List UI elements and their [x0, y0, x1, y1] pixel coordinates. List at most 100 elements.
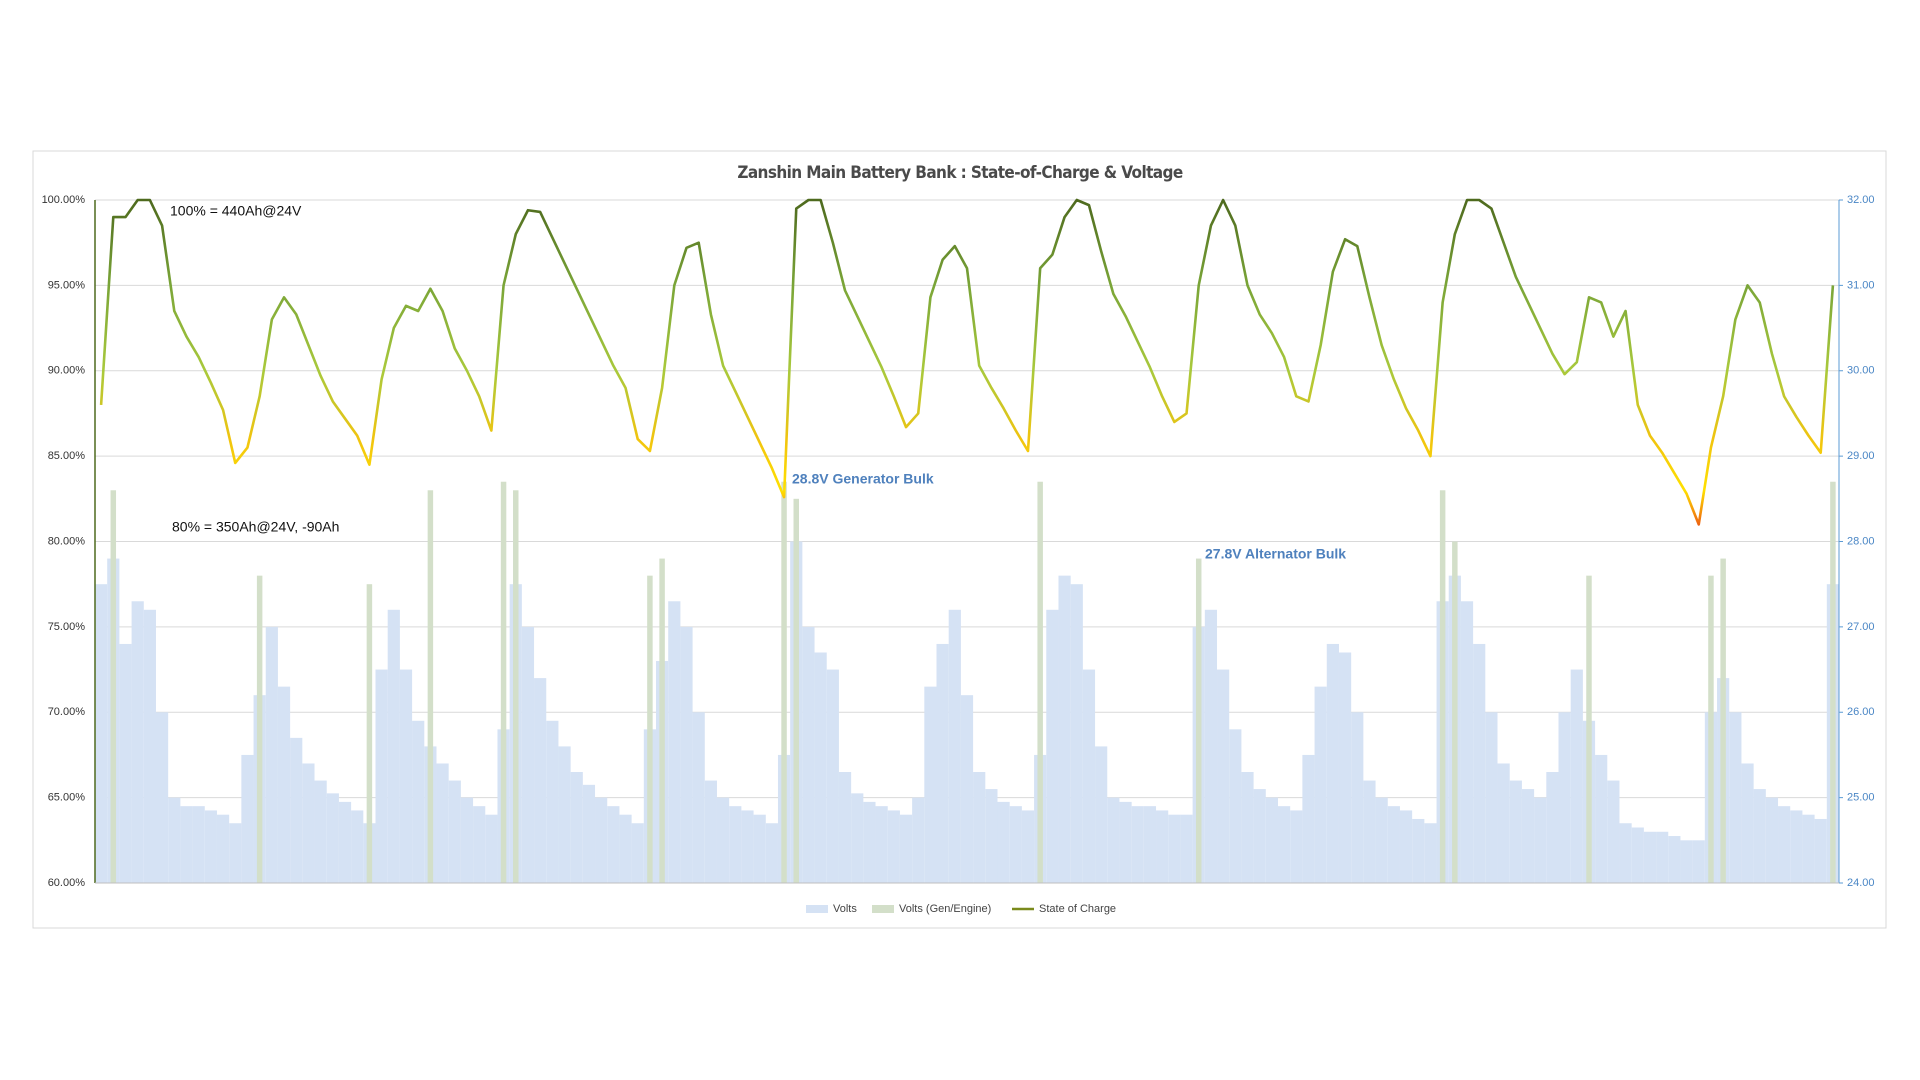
volts-bar [95, 584, 108, 883]
volts-bar [1326, 643, 1339, 883]
annotation: 100% = 440Ah@24V [170, 203, 302, 219]
gen-volts-bar [513, 490, 519, 883]
volts-bar [1558, 712, 1571, 883]
volts-bar [448, 780, 461, 883]
volts-bar [460, 797, 474, 883]
volts-bar [1790, 810, 1803, 883]
volts-bar [558, 746, 571, 883]
volts-bar [1741, 763, 1754, 883]
gen-volts-bar [1586, 575, 1592, 883]
volts-bar [1143, 806, 1157, 883]
volts-bar [1387, 806, 1400, 883]
legend-swatch [872, 905, 894, 913]
volts-bar [326, 793, 339, 883]
volts-bar [899, 814, 913, 883]
volts-bar [1095, 746, 1108, 883]
volts-bar [1217, 669, 1230, 883]
volts-bar [924, 686, 937, 883]
volts-bar [1119, 801, 1132, 883]
volts-bar [1509, 780, 1522, 883]
volts-bar [1692, 840, 1705, 883]
plot-area: 60.00% 65.00% 70.00% 75.00% 80.00% 85.00% 90.0… [42, 194, 1875, 915]
y-tick-label: 60.00% [48, 877, 86, 889]
volts-bar [875, 806, 888, 883]
y2-tick-label: 27.00 [1847, 621, 1875, 633]
volts-bar [1668, 836, 1681, 883]
volts-bar [1412, 818, 1425, 883]
y-tick-label: 80.00% [48, 535, 86, 547]
volts-bar [119, 643, 132, 883]
volts-bar [1375, 797, 1388, 883]
volts-bar [192, 806, 205, 883]
volts-bar [473, 806, 486, 883]
chart-title: Zanshin Main Battery Bank : State-of-Cha… [737, 163, 1183, 183]
gen-volts-bar [110, 490, 117, 883]
volts-bar [1156, 810, 1169, 883]
volts-bar [180, 806, 193, 883]
volts-bar [168, 797, 181, 883]
volts-bar [985, 789, 998, 883]
volts-bar [765, 823, 778, 883]
volts-bar [1765, 797, 1779, 883]
volts-bar [863, 801, 876, 883]
volts-bar [814, 652, 827, 883]
volts-bar [387, 609, 400, 883]
y-tick-label: 100.00% [42, 194, 86, 206]
volts-bar [838, 772, 852, 883]
volts-bar [582, 784, 596, 883]
volts-bar [1778, 806, 1791, 883]
volts-bar [546, 720, 559, 883]
volts-bar [1363, 780, 1376, 883]
volts-bar [1680, 840, 1693, 883]
volts-bar [1399, 810, 1413, 883]
volts-bar [1802, 814, 1815, 883]
volts-bar [1107, 797, 1120, 883]
volts-bar [716, 797, 730, 883]
volts-bar [1595, 754, 1608, 883]
volts-bar [1534, 797, 1547, 883]
volts-bar [1729, 712, 1742, 883]
volts-bar [241, 754, 254, 883]
volts-bar [1460, 601, 1474, 883]
gen-volts-bar [1720, 558, 1726, 883]
y-tick-label: 65.00% [48, 792, 86, 804]
volts-bar [802, 626, 815, 883]
legend-swatch [806, 905, 828, 913]
y-tick-label: 85.00% [48, 450, 86, 462]
gen-volts-bar [647, 575, 653, 883]
volts-bar [1204, 609, 1218, 883]
volts-bar [1302, 754, 1315, 883]
volts-bar [131, 601, 144, 883]
volts-bar [1277, 806, 1291, 883]
y-tick-label: 90.00% [48, 365, 86, 377]
volts-bar [1497, 763, 1510, 883]
volts-bar [1619, 823, 1632, 883]
gen-volts-bar [427, 490, 434, 883]
volts-bar [607, 806, 620, 883]
gen-volts-bar [659, 558, 665, 883]
volts-bar [1570, 669, 1583, 883]
volts-bar [680, 626, 693, 883]
y2-tick-label: 31.00 [1847, 279, 1875, 291]
volts-bar [351, 810, 364, 883]
volts-bar [375, 669, 388, 883]
volts-bar [1753, 789, 1766, 883]
volts-bar [826, 669, 839, 883]
volts-bar [436, 763, 449, 883]
y-tick-label: 95.00% [48, 279, 86, 291]
volts-bar [1643, 831, 1657, 883]
volts-bar [692, 712, 705, 883]
volts-bar [485, 814, 498, 883]
volts-bar [216, 814, 230, 883]
volts-bar [1265, 797, 1278, 883]
volts-bar [1424, 823, 1437, 883]
gen-volts-bar [500, 481, 507, 883]
volts-bar [1351, 712, 1364, 883]
volts-bar [1656, 831, 1669, 883]
volts-bar [1180, 814, 1193, 883]
volts-bar [1070, 584, 1083, 883]
volts-bar [229, 823, 242, 883]
volts-bar [1229, 729, 1242, 883]
